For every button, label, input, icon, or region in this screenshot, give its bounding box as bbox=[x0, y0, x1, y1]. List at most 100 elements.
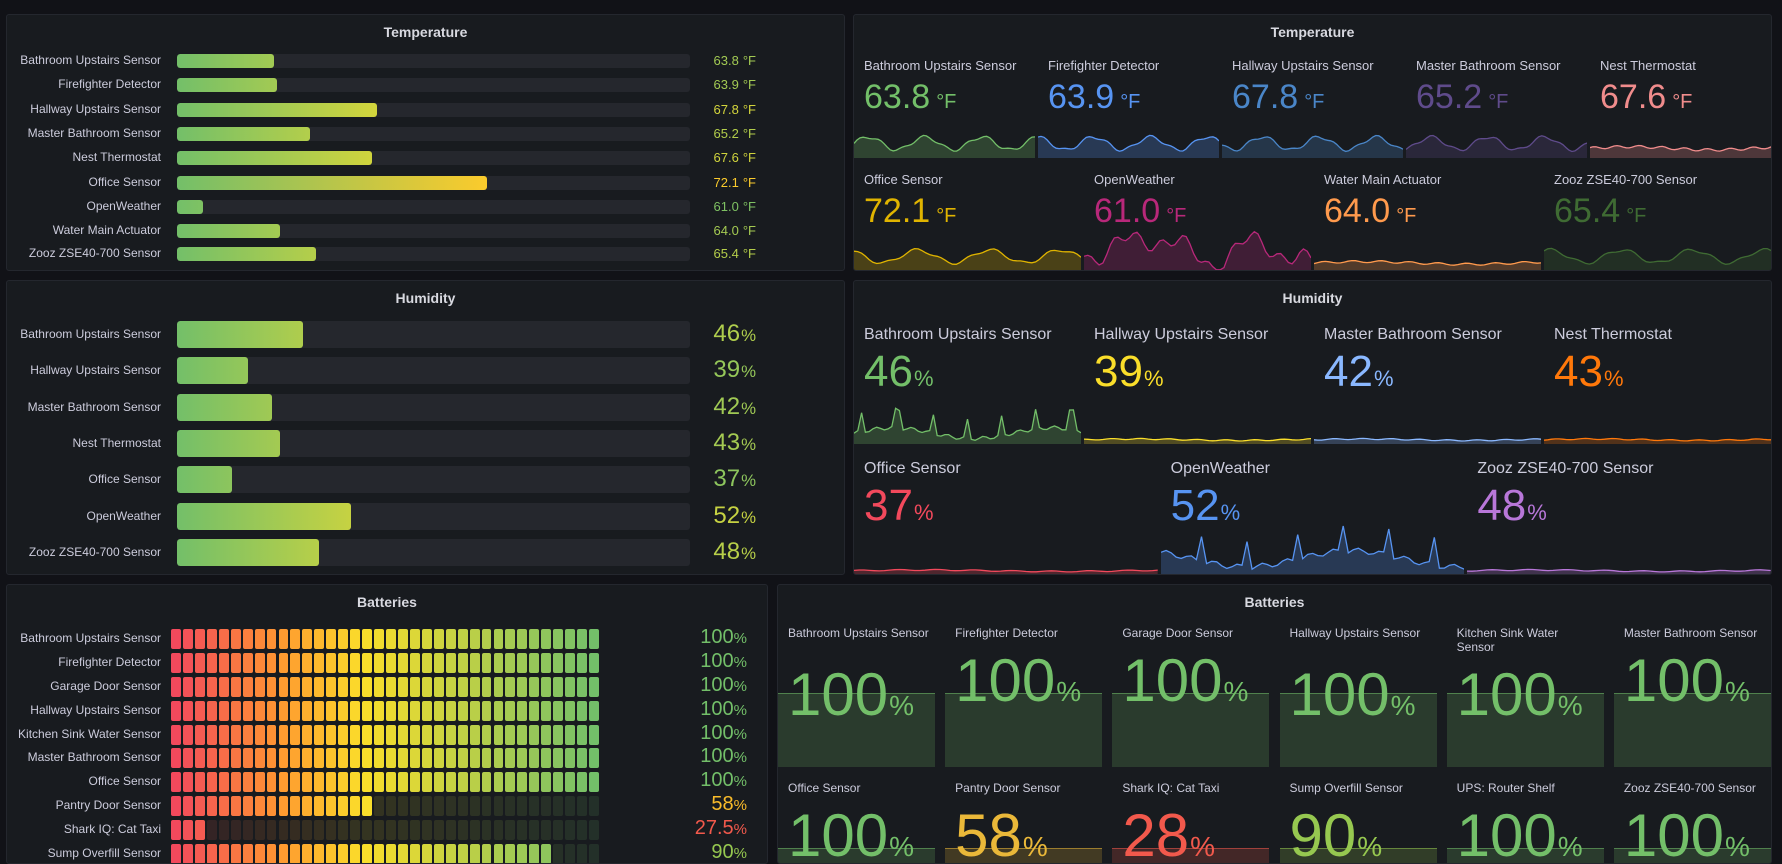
bar-value: 72.1 °F bbox=[714, 175, 756, 190]
gauge-cell bbox=[553, 701, 564, 721]
stat-tile[interactable]: Master Bathroom Sensor 42% bbox=[1314, 319, 1541, 444]
gauge-cell bbox=[565, 629, 576, 649]
gauge-cell bbox=[374, 725, 384, 745]
stat-tile[interactable]: OpenWeather 61.0 °F bbox=[1084, 166, 1311, 270]
gauge-cell bbox=[529, 701, 540, 721]
value-number: 37 bbox=[864, 481, 913, 530]
gauge-cell bbox=[230, 677, 241, 697]
stat-tile[interactable]: Zooz ZSE40-700 Sensor 100% bbox=[1613, 775, 1771, 863]
stat-tile[interactable]: Zooz ZSE40-700 Sensor 65.4 °F bbox=[1544, 166, 1771, 270]
stat-tile[interactable]: UPS: Router Shelf 100% bbox=[1446, 775, 1604, 864]
panel-title[interactable]: Temperature bbox=[383, 24, 468, 40]
gauge-cell bbox=[457, 629, 468, 649]
gauge-cell bbox=[374, 629, 384, 649]
stat-tile[interactable]: Hallway Upstairs Sensor 39% bbox=[1084, 319, 1311, 444]
gauge-cell bbox=[206, 725, 217, 745]
bar-track bbox=[177, 103, 690, 117]
panel-title[interactable]: Batteries bbox=[1244, 594, 1305, 610]
sparkline-line bbox=[854, 568, 1158, 573]
gauge-cell bbox=[493, 701, 504, 721]
stat-tile[interactable]: Sump Overfill Sensor 90% bbox=[1279, 775, 1437, 863]
value-unit: % bbox=[913, 500, 934, 525]
bar-track bbox=[177, 151, 690, 165]
value-unit: % bbox=[733, 821, 747, 838]
value-number: 100 bbox=[1456, 802, 1557, 864]
bar-gauge-row: Hallway Upstairs Sensor 67.8 °F bbox=[7, 102, 844, 117]
stat-tile[interactable]: Firefighter Detector 100% bbox=[945, 620, 1103, 767]
gauge-cell bbox=[577, 772, 588, 792]
bar-value: 65.2 °F bbox=[714, 126, 756, 141]
stat-value: 64.0 °F bbox=[1324, 192, 1416, 231]
stat-tile[interactable]: Bathroom Upstairs Sensor 63.8 °F bbox=[854, 52, 1035, 158]
stat-tile[interactable]: Bathroom Upstairs Sensor 100% bbox=[778, 620, 936, 767]
gauge-cell bbox=[171, 725, 181, 745]
gauge-cell bbox=[493, 629, 504, 649]
stat-tile[interactable]: Hallway Upstairs Sensor 67.8 °F bbox=[1222, 52, 1403, 158]
panel-title[interactable]: Humidity bbox=[1282, 290, 1343, 306]
stat-tile[interactable]: Office Sensor 100% bbox=[778, 775, 936, 863]
stat-tile[interactable]: Shark IQ: Cat Taxi 28% bbox=[1112, 775, 1270, 863]
battery-value: 27.5% bbox=[695, 817, 747, 840]
gauge-cell bbox=[541, 748, 552, 768]
gauge-cell bbox=[589, 820, 599, 840]
stat-tile[interactable]: Zooz ZSE40-700 Sensor 48% bbox=[1467, 453, 1771, 574]
gauge-cell bbox=[302, 796, 313, 816]
bar-label: Hallway Upstairs Sensor bbox=[30, 102, 161, 116]
bar-fill bbox=[177, 430, 280, 457]
stat-title: Office Sensor bbox=[864, 172, 943, 187]
gauge-cell bbox=[505, 748, 516, 768]
humidity-bar-panel: Humidity Bathroom Upstairs Sensor 46% Hall… bbox=[6, 280, 845, 575]
gauge-cell bbox=[266, 653, 277, 673]
sparkline-line bbox=[1590, 144, 1771, 152]
gauge-cell bbox=[350, 772, 361, 792]
stat-tile[interactable]: Garage Door Sensor 100% bbox=[1112, 620, 1270, 767]
gauge-cell bbox=[302, 820, 313, 840]
bar-label: Master Bathroom Sensor bbox=[27, 399, 161, 414]
stat-tile[interactable]: Nest Thermostat 67.6 °F bbox=[1590, 52, 1771, 158]
stat-tile[interactable]: Office Sensor 37% bbox=[854, 453, 1158, 574]
gauge-cell bbox=[553, 796, 564, 816]
stat-tile[interactable]: Master Bathroom Sensor 65.2 °F bbox=[1406, 52, 1587, 158]
gauge-cell bbox=[206, 701, 217, 721]
stat-tile[interactable]: Nest Thermostat 43% bbox=[1544, 319, 1771, 444]
stat-tile[interactable]: Water Main Actuator 64.0 °F bbox=[1314, 166, 1541, 270]
panel-title[interactable]: Humidity bbox=[395, 290, 456, 306]
stat-tile[interactable]: Pantry Door Sensor 58% bbox=[945, 775, 1103, 863]
gauge-cell bbox=[242, 820, 253, 840]
bar-label: OpenWeather bbox=[86, 508, 162, 523]
stat-tile[interactable]: Firefighter Detector 63.9 °F bbox=[1038, 52, 1219, 158]
battery-value: 90% bbox=[711, 841, 747, 863]
gauge-cell bbox=[565, 701, 576, 721]
gauge-cell bbox=[553, 820, 564, 840]
bar-label: Nest Thermostat bbox=[72, 150, 161, 164]
gauge-cell bbox=[541, 677, 552, 697]
gauge-cell bbox=[421, 677, 432, 697]
gauge-cell bbox=[314, 629, 325, 649]
gauge-cell bbox=[314, 772, 325, 792]
gauge-cell bbox=[493, 772, 504, 792]
gauge-cell bbox=[457, 748, 468, 768]
stat-tile[interactable]: Office Sensor 72.1 °F bbox=[854, 166, 1081, 270]
gauge-cell bbox=[302, 677, 313, 697]
gauge-cell bbox=[409, 796, 420, 816]
stat-tile[interactable]: OpenWeather 52% bbox=[1160, 453, 1465, 574]
stat-title: Firefighter Detector bbox=[1048, 58, 1160, 73]
gauge-cell bbox=[290, 844, 301, 863]
gauge-cell bbox=[481, 725, 492, 745]
gauge-cell bbox=[278, 629, 289, 649]
stat-tile[interactable]: Hallway Upstairs Sensor 100% bbox=[1279, 620, 1437, 767]
value-number: 48 bbox=[713, 538, 741, 566]
panel-title[interactable]: Temperature bbox=[1270, 24, 1355, 40]
gauge-cell bbox=[541, 701, 552, 721]
gauge-cell bbox=[182, 844, 193, 863]
bar-fill bbox=[177, 224, 280, 238]
stat-tile[interactable]: Master Bathroom Sensor 100% bbox=[1613, 620, 1771, 767]
stat-tile[interactable]: Bathroom Upstairs Sensor 46% bbox=[854, 319, 1081, 444]
gauge-cell bbox=[326, 772, 337, 792]
panel-title[interactable]: Batteries bbox=[357, 594, 417, 610]
gauge-cell bbox=[517, 748, 528, 768]
stat-tile[interactable]: Kitchen Sink Water Sensor 100% bbox=[1446, 620, 1604, 767]
gauge-cell bbox=[171, 820, 181, 840]
gauge-cell bbox=[218, 701, 229, 721]
value-number: 100 bbox=[700, 769, 734, 791]
